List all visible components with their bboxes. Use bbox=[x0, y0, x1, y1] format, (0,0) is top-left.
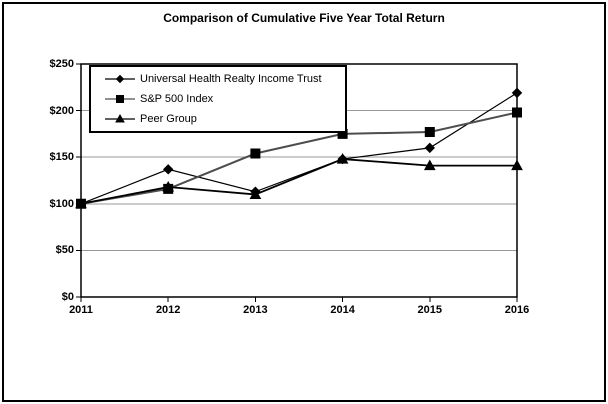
diamond-data-point-marker bbox=[424, 142, 436, 154]
chart-title: Comparison of Cumulative Five Year Total… bbox=[163, 11, 445, 25]
square-data-point-marker bbox=[512, 107, 522, 118]
y-tick-label: $0 bbox=[61, 291, 74, 303]
triangle-data-point-marker bbox=[511, 159, 523, 171]
triangle-data-point-marker bbox=[162, 180, 175, 192]
legend-entry-label: Peer Group bbox=[140, 113, 197, 125]
legend-entry-label: S&P 500 Index bbox=[140, 93, 214, 105]
y-tick-label: $50 bbox=[55, 244, 74, 257]
square-data-point-marker bbox=[250, 148, 261, 159]
square-data-point-marker bbox=[424, 127, 435, 138]
legend: Universal Health Realty Income Trust S&P … bbox=[89, 65, 347, 133]
series-line bbox=[80, 111, 518, 205]
y-tick-label: $250 bbox=[49, 58, 74, 70]
triangle-data-point-marker bbox=[423, 159, 436, 171]
diamond-data-point-marker bbox=[162, 164, 174, 175]
square-marker-icon bbox=[105, 95, 135, 103]
triangle-marker-icon bbox=[105, 113, 135, 123]
x-tick-label: 2015 bbox=[417, 304, 443, 316]
axis-box bbox=[80, 63, 518, 298]
series-line bbox=[80, 92, 518, 205]
x-tick-label: 2016 bbox=[504, 304, 530, 316]
triangle-data-point-marker bbox=[75, 197, 87, 209]
triangle-data-point-marker bbox=[336, 153, 349, 164]
legend-entry-label: Universal Health Realty Income Trust bbox=[140, 73, 322, 85]
x-tick-label: 2012 bbox=[155, 304, 181, 316]
y-tick-label: $200 bbox=[49, 104, 74, 117]
legend-entry: Universal Health Realty Income Trust bbox=[105, 70, 345, 89]
series-line bbox=[80, 158, 517, 205]
triangle-data-point-marker bbox=[249, 188, 262, 199]
y-tick-label: $150 bbox=[49, 151, 74, 164]
legend-entry: Peer Group bbox=[105, 110, 345, 129]
diamond-marker-icon bbox=[105, 74, 135, 84]
legend-entry: S&P 500 Index bbox=[105, 90, 345, 109]
diamond-data-point-marker bbox=[511, 87, 523, 99]
x-tick-label: 2011 bbox=[69, 304, 93, 316]
x-tick-label: 2013 bbox=[243, 304, 268, 316]
y-tick-label: $100 bbox=[49, 197, 74, 210]
x-tick-label: 2014 bbox=[330, 304, 355, 316]
